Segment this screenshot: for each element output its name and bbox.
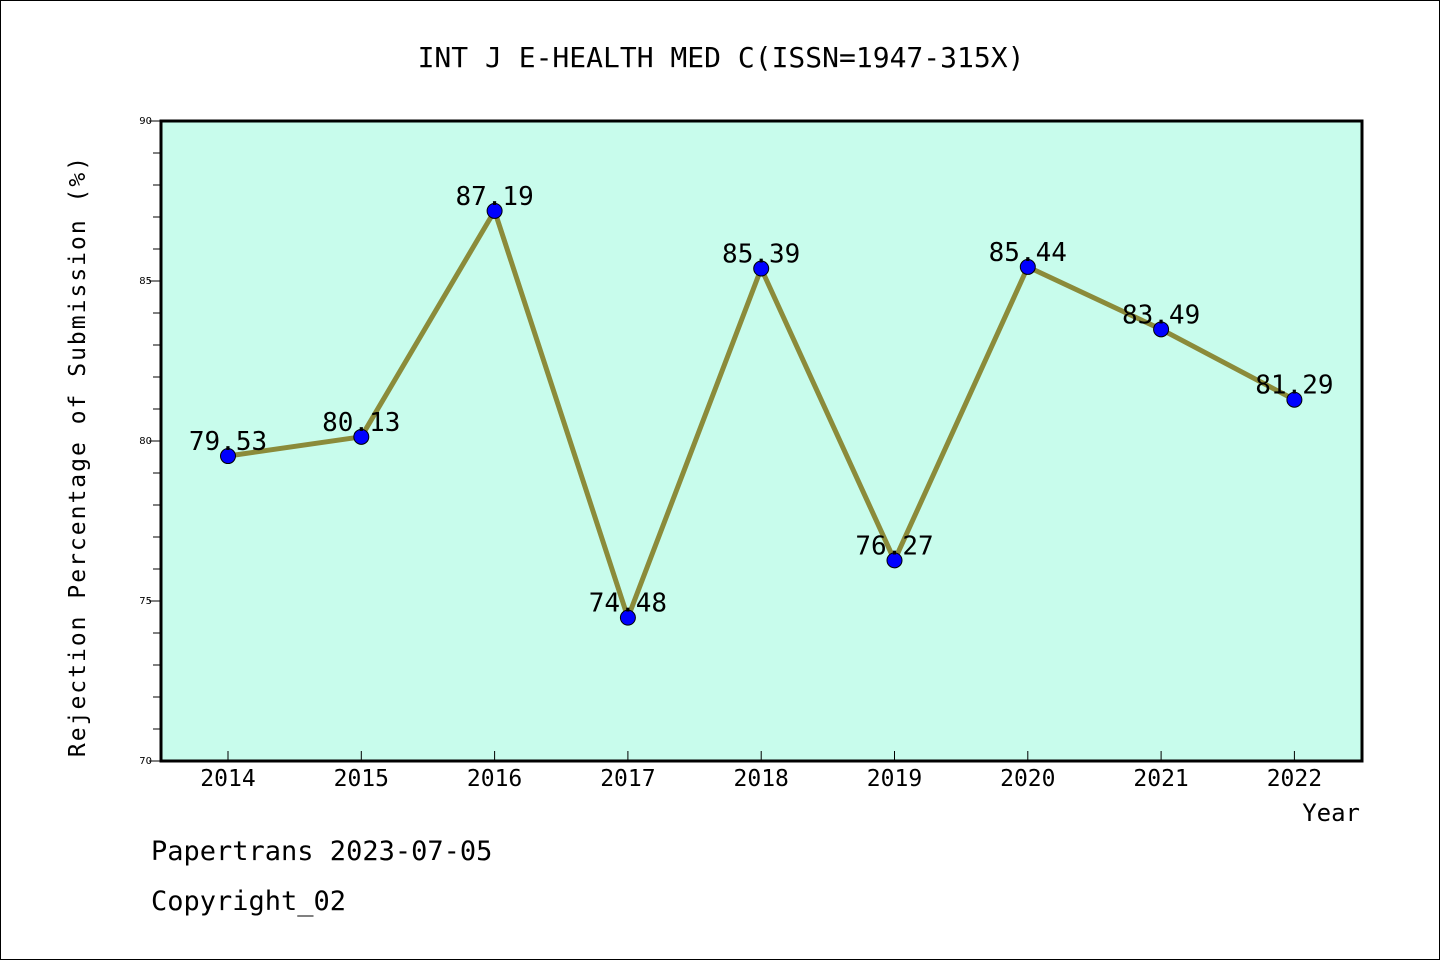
data-labels: 79.53 80.13 87.19 74.48 85.39 76.27 85.44 83.49…	[189, 182, 1334, 619]
data-label: 79.53	[189, 427, 267, 457]
chart-title: INT J E-HEALTH MED C(ISSN=1947-315X)	[418, 41, 1025, 74]
data-point-marker	[353, 428, 370, 445]
x-axis: 2014 2015 2016 2017 2018 2019 2020 2021 2022	[200, 751, 1322, 792]
data-label: 76.27	[855, 531, 933, 561]
y-axis-label: Rejection Percentage of Submission (%)	[65, 155, 91, 757]
x-tick-label: 2014	[200, 766, 255, 792]
data-label: 87.19	[455, 182, 533, 212]
data-label: 83.49	[1122, 300, 1200, 330]
x-tick-label: 2022	[1267, 766, 1322, 792]
y-tick-label: 90	[139, 116, 152, 127]
x-tick-label: 2020	[1000, 766, 1055, 792]
data-point-marker	[753, 260, 770, 277]
data-point-marker	[1153, 321, 1170, 338]
y-tick-label: 75	[139, 596, 152, 607]
y-axis: 70 75 80 85 90	[139, 116, 161, 767]
footer-copyright: Copyright_02	[151, 886, 347, 917]
data-label: 85.44	[989, 238, 1067, 268]
y-tick-label: 85	[139, 276, 152, 287]
x-axis-label: Year	[1302, 799, 1360, 827]
x-tick-label: 2015	[334, 766, 389, 792]
y-tick-label: 80	[139, 436, 152, 447]
x-tick-label: 2018	[734, 766, 789, 792]
x-tick-label: 2021	[1133, 766, 1188, 792]
y-tick-label: 70	[139, 756, 152, 767]
data-point-marker	[886, 552, 903, 569]
x-tick-label: 2019	[867, 766, 922, 792]
x-tick-label: 2017	[600, 766, 655, 792]
data-point-marker	[1286, 391, 1303, 408]
data-point-marker	[486, 202, 503, 219]
series-markers	[220, 202, 1303, 626]
plot-border	[159, 119, 1364, 763]
data-point-marker	[1019, 258, 1036, 275]
footer-papertrans-date: Papertrans 2023-07-05	[151, 836, 493, 867]
data-point-marker	[220, 448, 236, 465]
x-tick-label: 2016	[467, 766, 522, 792]
data-label: 81.29	[1255, 371, 1333, 401]
data-label: 85.39	[722, 240, 800, 270]
data-point-marker	[619, 609, 636, 626]
data-label: 74.48	[589, 589, 667, 619]
data-label: 80.13	[322, 408, 400, 438]
